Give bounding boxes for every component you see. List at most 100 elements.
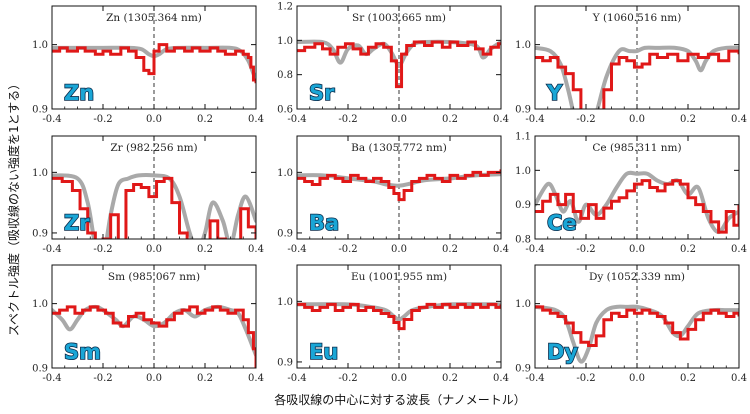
x-tick-label: -0.4 xyxy=(525,373,544,384)
x-tick-label: 0.4 xyxy=(731,244,747,255)
x-tick-label: 0.2 xyxy=(197,373,213,384)
panel-eu: -0.4 -0.2 0.0 0.2 0.4 0.9 1.0 Eu (1001.955 nm) E… xyxy=(277,264,509,384)
panels-grid: -0.4 -0.2 0.0 0.2 0.4 0.9 1.0 Zn (1305.364 nm) Z… xyxy=(32,2,747,385)
x-tick-label: 0.2 xyxy=(442,114,458,125)
panel-title: Sr (1003.665 nm) xyxy=(352,12,446,24)
y-tick-label: 0.8 xyxy=(515,235,531,246)
element-label: Eu xyxy=(309,340,338,364)
x-tick-label: -0.2 xyxy=(576,373,595,384)
observed-series-zn xyxy=(52,43,256,84)
y-tick-label: 1.0 xyxy=(32,299,48,310)
panel-dy: -0.4 -0.2 0.0 0.2 0.4 0.9 1.0 Dy (1052.339 nm) D… xyxy=(515,264,747,384)
observed-series-dy xyxy=(535,305,739,347)
x-tick-label: 0.0 xyxy=(146,114,162,125)
y-tick-label: 1.0 xyxy=(515,40,531,51)
x-axis-label: 各吸収線の中心に対する波長（ナノメートル） xyxy=(274,392,525,407)
observed-series-ce xyxy=(535,179,739,234)
x-tick-label: -0.4 xyxy=(525,244,544,255)
y-tick-label: 1.0 xyxy=(515,299,531,310)
element-label: Dy xyxy=(547,340,578,364)
element-label: Ba xyxy=(309,211,339,235)
y-tick-label: 0.9 xyxy=(32,228,48,239)
x-tick-label: -0.2 xyxy=(93,373,112,384)
panel-title: Ce (985.311 nm) xyxy=(592,142,681,154)
x-tick-label: 0.2 xyxy=(680,244,696,255)
element-label: Sr xyxy=(309,81,335,105)
panel-title: Dy (1052.339 nm) xyxy=(589,271,685,283)
x-tick-label: -0.4 xyxy=(42,114,61,125)
panel-sr: -0.4 -0.2 0.0 0.2 0.4 0.6 0.8 1.0 1.2 Sr (1003.66… xyxy=(277,2,509,126)
panel-title: Eu (1001.955 nm) xyxy=(351,271,447,283)
y-tick-label: 1.0 xyxy=(277,36,293,47)
element-label: Zr xyxy=(64,211,90,235)
x-tick-label: 0.4 xyxy=(248,373,264,384)
y-tick-label: 1.0 xyxy=(32,168,48,179)
y-tick-label: 0.9 xyxy=(277,357,293,368)
y-axis-label: スペクトル強度（吸収線のない強度を1とする） xyxy=(6,78,21,336)
x-tick-label: 0.4 xyxy=(731,114,747,125)
x-tick-label: -0.4 xyxy=(287,244,306,255)
x-tick-label: -0.4 xyxy=(287,114,306,125)
x-tick-label: 0.0 xyxy=(391,244,407,255)
x-tick-label: 0.0 xyxy=(146,373,162,384)
x-tick-label: 0.0 xyxy=(391,114,407,125)
y-tick-label: 1.1 xyxy=(515,132,531,143)
y-tick-label: 1.0 xyxy=(277,168,293,179)
x-tick-label: -0.2 xyxy=(93,244,112,255)
y-tick-label: 1.0 xyxy=(515,166,531,177)
y-tick-label: 0.9 xyxy=(515,364,531,375)
y-tick-label: 1.0 xyxy=(277,297,293,308)
x-tick-label: 0.2 xyxy=(680,373,696,384)
panel-title: Sm (985.067 nm) xyxy=(108,271,200,283)
x-tick-label: 0.0 xyxy=(391,373,407,384)
x-tick-label: -0.4 xyxy=(42,373,61,384)
element-label: Sm xyxy=(64,340,101,364)
observed-series-zr xyxy=(52,176,256,239)
x-tick-label: 0.0 xyxy=(629,114,645,125)
element-label: Y xyxy=(546,81,563,105)
panel-title: Ba (1305.772 nm) xyxy=(351,142,447,154)
x-tick-label: 0.0 xyxy=(146,244,162,255)
x-tick-label: -0.4 xyxy=(525,114,544,125)
panel-y: -0.4 -0.2 0.0 0.2 0.4 0.9 1.0 Y (1060.516 nm) Y xyxy=(515,5,747,125)
panel-ce: -0.4 -0.2 0.0 0.2 0.4 0.8 0.9 1.0 1.1 Ce (985.311… xyxy=(515,132,747,256)
x-tick-label: 0.4 xyxy=(731,373,747,384)
y-tick-label: 0.9 xyxy=(515,200,531,211)
y-tick-label: 1.2 xyxy=(277,2,293,13)
element-label: Ce xyxy=(547,211,577,235)
x-tick-label: 0.4 xyxy=(248,244,264,255)
x-tick-label: -0.2 xyxy=(576,114,595,125)
y-tick-label: 0.9 xyxy=(32,105,48,116)
x-tick-label: 0.2 xyxy=(442,373,458,384)
model-series-dy xyxy=(535,304,739,364)
x-tick-label: -0.4 xyxy=(42,244,61,255)
model-series-y xyxy=(535,45,739,109)
panel-title: Zr (982.256 nm) xyxy=(110,142,197,154)
y-tick-label: 0.9 xyxy=(515,105,531,116)
observed-series-ba xyxy=(297,169,501,202)
y-tick-label: 0.9 xyxy=(32,364,48,375)
x-tick-label: -0.4 xyxy=(287,373,306,384)
observed-series-y xyxy=(535,49,739,109)
observed-series-eu xyxy=(297,302,501,331)
x-tick-label: 0.4 xyxy=(248,114,264,125)
model-series-ce xyxy=(535,170,739,235)
panel-zn: -0.4 -0.2 0.0 0.2 0.4 0.9 1.0 Zn (1305.364 nm) Z… xyxy=(32,5,264,125)
x-tick-label: -0.2 xyxy=(576,244,595,255)
x-tick-label: 0.2 xyxy=(197,114,213,125)
y-tick-label: 0.9 xyxy=(277,228,293,239)
x-tick-label: 0.4 xyxy=(493,114,509,125)
x-tick-label: 0.0 xyxy=(629,373,645,384)
x-tick-label: 0.2 xyxy=(442,244,458,255)
x-tick-label: 0.2 xyxy=(197,244,213,255)
x-tick-label: 0.0 xyxy=(629,244,645,255)
observed-series-sr xyxy=(297,40,501,89)
x-tick-label: 0.2 xyxy=(680,114,696,125)
panel-ba: -0.4 -0.2 0.0 0.2 0.4 0.9 1.0 Ba (1305.772 nm) B… xyxy=(277,135,509,255)
y-tick-label: 0.6 xyxy=(277,105,293,116)
y-tick-label: 0.8 xyxy=(277,70,293,81)
x-tick-label: -0.2 xyxy=(93,114,112,125)
x-tick-label: -0.2 xyxy=(338,373,357,384)
x-tick-label: -0.2 xyxy=(338,114,357,125)
